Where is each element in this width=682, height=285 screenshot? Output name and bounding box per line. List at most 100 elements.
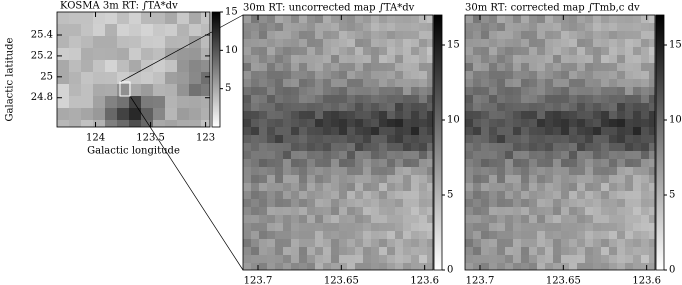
- map-cell: [481, 119, 489, 127]
- map-cell: [609, 255, 617, 263]
- map-cell: [251, 263, 259, 270]
- map-cell: [251, 135, 259, 143]
- map-cell: [427, 15, 433, 23]
- map-cell: [553, 119, 561, 127]
- colorbar-tick-label: 5: [447, 190, 453, 201]
- map-cell: [513, 175, 521, 183]
- map-cell: [537, 175, 545, 183]
- map-cell: [625, 31, 633, 39]
- map-cell: [561, 175, 569, 183]
- map-cell: [323, 207, 331, 215]
- map-cell: [403, 183, 411, 191]
- map-cell: [569, 135, 577, 143]
- map-cell: [633, 111, 641, 119]
- map-cell: [625, 263, 633, 270]
- map-cell: [473, 183, 481, 191]
- map-cell: [291, 167, 299, 175]
- map-cell: [609, 159, 617, 167]
- map-cell: [347, 175, 355, 183]
- map-cell: [379, 183, 387, 191]
- map-cell: [513, 31, 521, 39]
- map-cell: [497, 175, 505, 183]
- map-cell: [411, 207, 419, 215]
- map-cell: [609, 135, 617, 143]
- map-cell: [291, 31, 299, 39]
- map-cell: [347, 63, 355, 71]
- map-cell: [489, 159, 497, 167]
- map-cell: [641, 95, 649, 103]
- map-cell: [153, 96, 165, 108]
- map-cell: [633, 191, 641, 199]
- map-cell: [323, 143, 331, 151]
- map-cell: [129, 84, 141, 96]
- map-cell: [419, 23, 427, 31]
- map-cell: [411, 231, 419, 239]
- map-cell: [371, 15, 379, 23]
- map-cell: [561, 167, 569, 175]
- map-cell: [339, 231, 347, 239]
- map-cell: [347, 247, 355, 255]
- map-cell: [585, 143, 593, 151]
- map-cell: [251, 191, 259, 199]
- map-cell: [275, 183, 283, 191]
- map-cell: [379, 15, 387, 23]
- map-cell: [299, 111, 307, 119]
- map-cell: [275, 23, 283, 31]
- map-cell: [291, 135, 299, 143]
- colorbar: [655, 14, 665, 271]
- map-cell: [251, 31, 259, 39]
- map-cell: [585, 31, 593, 39]
- map-cell: [411, 55, 419, 63]
- map-cell: [363, 199, 371, 207]
- map-cell: [243, 199, 251, 207]
- map-cell: [497, 183, 505, 191]
- map-cell: [521, 175, 529, 183]
- map-cell: [481, 255, 489, 263]
- map-cell: [69, 84, 81, 96]
- map-cell: [189, 120, 201, 127]
- map-cell: [489, 15, 497, 23]
- map-cell: [617, 207, 625, 215]
- map-cell: [513, 143, 521, 151]
- map-cell: [577, 103, 585, 111]
- map-cell: [481, 79, 489, 87]
- map-cell: [625, 15, 633, 23]
- map-cell: [307, 71, 315, 79]
- map-cell: [165, 84, 177, 96]
- map-cell: [481, 63, 489, 71]
- map-cell: [489, 119, 497, 127]
- map-cell: [585, 215, 593, 223]
- map-cell: [529, 103, 537, 111]
- map-cell: [497, 167, 505, 175]
- map-cell: [93, 24, 105, 36]
- map-cell: [473, 191, 481, 199]
- map-cell: [593, 119, 601, 127]
- map-cell: [395, 255, 403, 263]
- map-cell: [355, 23, 363, 31]
- map-cell: [505, 95, 513, 103]
- map-cell: [569, 247, 577, 255]
- map-cell: [593, 231, 601, 239]
- map-cell: [251, 167, 259, 175]
- map-cell: [299, 207, 307, 215]
- map-cell: [267, 255, 275, 263]
- map-cell: [609, 263, 617, 270]
- map-cell: [473, 231, 481, 239]
- map-cell: [617, 23, 625, 31]
- map-cell: [561, 151, 569, 159]
- map-cell: [411, 23, 419, 31]
- map-cell: [617, 79, 625, 87]
- map-cell: [299, 183, 307, 191]
- map-cell: [585, 239, 593, 247]
- map-cell: [577, 79, 585, 87]
- map-cell: [315, 63, 323, 71]
- map-cell: [347, 207, 355, 215]
- map-cell: [633, 215, 641, 223]
- map-cell: [465, 55, 473, 63]
- map-cell: [553, 103, 561, 111]
- map-cell: [585, 103, 593, 111]
- map-cell: [553, 63, 561, 71]
- map-cell: [201, 36, 210, 48]
- map-cell: [347, 15, 355, 23]
- map-cell: [355, 255, 363, 263]
